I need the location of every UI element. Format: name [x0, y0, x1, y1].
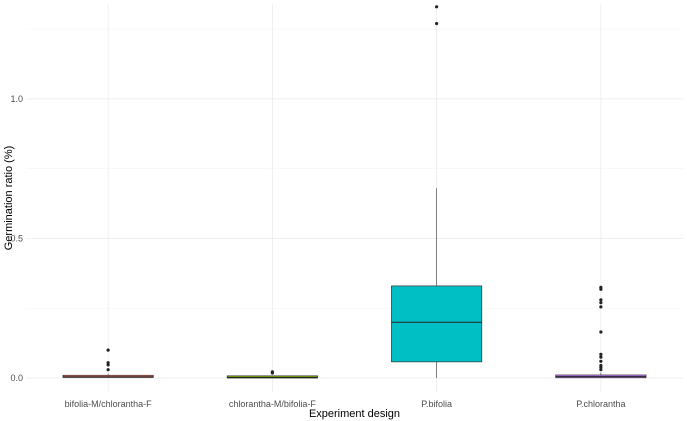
outlier-point	[106, 361, 110, 365]
y-axis-title: Germination ratio (%)	[3, 146, 15, 251]
outlier-point	[435, 21, 439, 26]
outlier-point	[599, 287, 603, 291]
box-group	[62, 348, 154, 379]
x-tick-label: P.bifolia	[421, 399, 452, 409]
box-group	[391, 5, 483, 379]
box-iqr	[62, 374, 154, 378]
x-tick-label: bifolia-M/chlorantha-F	[65, 399, 153, 409]
outlier-point	[435, 5, 439, 9]
x-tick-label: chlorantha-M/bifolia-F	[229, 399, 317, 409]
y-axis-ticks: 0.0 0.5 1.0	[10, 94, 23, 383]
outlier-point	[599, 359, 603, 363]
box-group	[226, 370, 318, 379]
outlier-point	[106, 368, 110, 372]
y-tick-label: 1.0	[10, 94, 23, 104]
y-tick-label: 0.0	[10, 373, 23, 383]
outlier-point	[106, 363, 110, 367]
x-axis-ticks: bifolia-M/chlorantha-F chlorantha-M/bifol…	[65, 399, 626, 409]
outlier-point	[599, 298, 603, 302]
box-iqr	[391, 285, 483, 363]
outlier-point	[599, 305, 603, 309]
outlier-point	[270, 371, 274, 375]
x-axis-title: Experiment design	[309, 408, 400, 420]
outlier-point	[599, 365, 603, 370]
x-tick-label: P.chlorantha	[576, 399, 625, 409]
outlier-point	[599, 301, 603, 305]
outlier-point	[106, 348, 110, 352]
y-tick-label: 0.5	[10, 233, 23, 243]
outlier-point	[599, 330, 603, 334]
outlier-point	[599, 355, 603, 359]
box-group	[555, 285, 647, 379]
outlier-point	[599, 368, 603, 372]
box-iqr	[226, 375, 318, 379]
grid	[26, 4, 683, 392]
boxes	[62, 5, 647, 379]
outlier-point	[599, 352, 603, 356]
